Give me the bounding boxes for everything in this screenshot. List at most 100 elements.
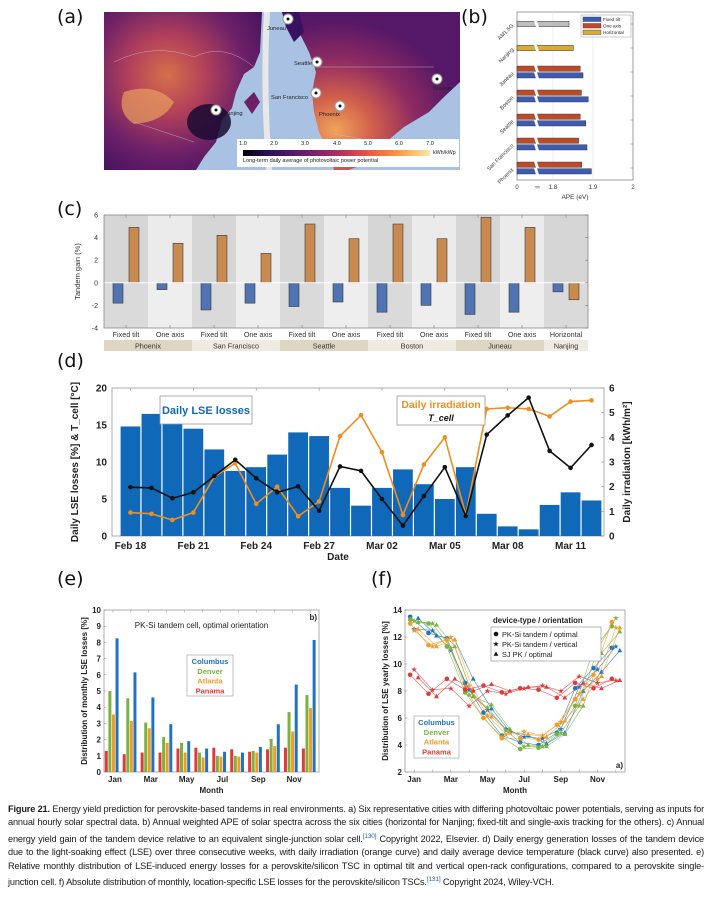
tcell-point <box>337 464 343 469</box>
x-category-label: One axis <box>156 330 185 339</box>
city-marker-seattle[interactable] <box>312 57 322 67</box>
marker-star: ★ <box>502 730 509 739</box>
lse-bar <box>581 500 602 536</box>
marker-circle <box>609 676 615 682</box>
city-band <box>544 340 588 351</box>
city-legend-label-columbus: Columbus <box>418 718 455 727</box>
y-tick-label: 12 <box>393 633 402 642</box>
bar-denver <box>108 691 112 772</box>
legend-irradiation-box <box>396 395 486 426</box>
x-tick-label: Jul <box>217 775 229 784</box>
marker-star: ★ <box>447 633 454 642</box>
irradiation-point <box>379 449 385 455</box>
city-marker-nanjing[interactable] <box>211 105 221 115</box>
marker-star: ★ <box>447 643 454 652</box>
bar-columbus <box>240 752 244 772</box>
y-left-tick-label: 15 <box>96 421 108 432</box>
marker-triangle <box>415 615 421 620</box>
marker-circle <box>591 672 596 678</box>
city-legend-label-atlanta: Atlanta <box>424 738 450 747</box>
marker-star: ★ <box>466 685 473 694</box>
city-legend-box <box>413 715 460 759</box>
bar-orange <box>524 227 536 284</box>
bar-blue <box>244 282 256 304</box>
city-marker-phoenix[interactable] <box>335 101 345 111</box>
marker-star: ★ <box>612 623 619 632</box>
chart-b-ape: 0 1.8 1.9 2 APE (eV) AM1.5G Nanjing Juneau Bosto… <box>486 11 635 201</box>
city-marker-san-francisco[interactable] <box>311 88 321 98</box>
bar-blue <box>112 282 124 304</box>
irradiation-point <box>547 414 552 419</box>
reference-link-131[interactable]: [131] <box>426 876 441 884</box>
bar-fixed-tilt <box>516 144 588 151</box>
axis-break-mark <box>534 89 539 96</box>
marker-circle <box>591 686 596 691</box>
lse-bar <box>330 487 350 536</box>
chart-f-yearly-lse-losses: 2 4 6 8 10 12 14 Jan Mar May Jul Sep Nov Month Distrib… <box>381 606 626 795</box>
marker-triangle <box>562 718 568 723</box>
legend-swatch <box>582 16 602 22</box>
bar-columbus <box>205 748 209 772</box>
bar-orange <box>392 223 404 284</box>
y-left-tick-label: 0 <box>101 532 107 543</box>
bar-panama <box>266 749 270 772</box>
category-background-lower <box>280 282 324 328</box>
bar-denver <box>162 737 166 772</box>
y-right-tick-label: 5 <box>609 408 615 419</box>
y-right-tick-label: 3 <box>609 458 615 469</box>
x-category-label: Fixed tilt <box>289 330 316 339</box>
marker-circle <box>462 687 468 692</box>
tcell-point <box>589 442 594 448</box>
panel-label-c: (c) <box>57 198 83 220</box>
series-line-panama-circle <box>409 674 612 699</box>
marker-triangle <box>507 726 513 731</box>
x-category-label: One axis <box>332 330 361 339</box>
colorbar-tick: 6.0 <box>395 141 403 147</box>
bar-orange <box>304 223 316 284</box>
y-category-label: Nanjing <box>498 47 515 64</box>
marker-circle <box>444 676 450 682</box>
axis-break-mark <box>534 65 539 72</box>
device-legend-label: SJ PK / optimal <box>502 650 553 659</box>
tcell-point <box>505 413 510 418</box>
marker-triangle <box>562 695 568 700</box>
marker-triangle <box>415 674 421 680</box>
marker-circle <box>591 665 596 671</box>
city-marker-juneau[interactable] <box>283 14 293 24</box>
bar-blue <box>376 282 388 313</box>
axis-break-mark <box>534 72 539 79</box>
bar-columbus <box>169 724 173 772</box>
bar-denver <box>305 695 309 772</box>
bar-atlanta <box>309 708 313 772</box>
reference-link-130[interactable]: [130] <box>362 832 377 840</box>
x-tick-label: Mar <box>144 775 158 784</box>
tcell-point <box>128 484 133 490</box>
x-tick-label: Mar 11 <box>555 541 587 552</box>
city-band-label: Seattle <box>313 342 335 351</box>
bar-panama <box>122 754 126 772</box>
marker-star: ★ <box>539 742 546 751</box>
marker-star: ★ <box>594 674 601 683</box>
marker-circle <box>536 687 541 692</box>
city-band <box>280 340 368 351</box>
bar-atlanta <box>219 756 223 772</box>
lse-bar <box>351 505 371 536</box>
bar-fixed-tilt <box>516 72 584 79</box>
city-marker-boston[interactable] <box>432 74 442 84</box>
marker-star: ★ <box>612 676 619 685</box>
marker-star: ★ <box>557 718 564 727</box>
bar-one-axis <box>516 113 581 120</box>
legend-irradiation-label: Daily irradiation <box>401 399 480 411</box>
y-category-label: Juneau <box>498 71 515 88</box>
marker-star: ★ <box>429 685 436 694</box>
lse-bar <box>309 436 329 536</box>
lse-bar <box>246 467 267 536</box>
marker-circle <box>407 672 413 678</box>
x-tick-label: May <box>179 775 195 784</box>
marker-star: ★ <box>502 726 509 735</box>
caption-text-1: Energy yield prediction for perovskite-b… <box>8 804 704 844</box>
marker-circle <box>517 735 523 741</box>
x-tick-label: Jan <box>108 775 122 784</box>
colorbar-tick: 1.0 <box>239 141 247 147</box>
irradiation-point <box>358 412 364 418</box>
